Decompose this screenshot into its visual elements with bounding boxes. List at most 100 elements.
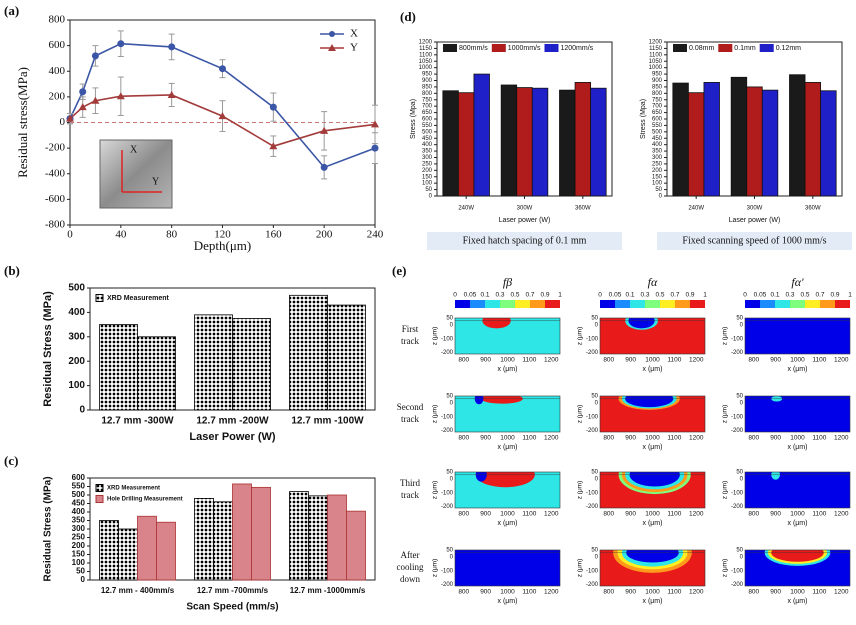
colorbar-tick-label: 0 (453, 292, 457, 299)
x-axis-label: Laser Power (W) (189, 431, 276, 443)
map-frame (599, 317, 706, 355)
bar (118, 528, 138, 581)
sim-map (455, 318, 560, 354)
z-tick-label: -100 (731, 568, 744, 574)
colorbar-segment (690, 300, 705, 308)
x-tick-label: 240 (367, 229, 384, 241)
x-tick-label: 800 (748, 589, 759, 596)
z-tick-label: 50 (736, 470, 743, 476)
marker (66, 114, 74, 122)
legend-swatch (491, 44, 506, 52)
row-label: track (401, 490, 419, 500)
z-tick-label: -100 (441, 568, 454, 574)
map-frame (599, 549, 706, 587)
x-tick-label: 1100 (522, 435, 536, 442)
colorbar-segment (515, 300, 530, 308)
x-axis-label: Laser power (W) (729, 217, 781, 224)
legend-label: 0.08mm (689, 45, 714, 52)
x-axis-label: x (μm) (643, 366, 663, 373)
colorbar-segment (745, 300, 760, 308)
x-axis-label: x (μm) (643, 444, 663, 451)
map-frame (599, 471, 706, 509)
colorbar-tick-label: 0.05 (754, 292, 767, 299)
x-tick-label: 800 (748, 357, 759, 364)
marker (167, 90, 176, 98)
z-tick-label: -100 (586, 490, 599, 496)
z-axis-label: z (μm) (432, 559, 439, 578)
x-axis-label: Depth(μm) (194, 238, 252, 253)
colorbar-tick-label: 1 (848, 292, 852, 299)
caption: Fixed scanning speed of 1000 mm/s (682, 235, 826, 246)
y-tick-label: 1000 (649, 65, 663, 71)
y-tick-label: 650 (422, 110, 433, 116)
y-tick-label: 1050 (649, 59, 663, 65)
x-tick-label: 200 (316, 229, 333, 241)
x-tick-label: 12.7 mm -200W (196, 416, 269, 427)
x-tick-label: 1100 (812, 589, 826, 596)
column-title: fα (648, 275, 658, 289)
y-tick-label: 1100 (419, 52, 433, 58)
z-tick-label: -100 (586, 568, 599, 574)
x-tick-label: 800 (458, 511, 469, 518)
z-tick-label: 50 (736, 548, 743, 554)
marker (371, 120, 379, 128)
y-tick-label: 1050 (419, 59, 433, 65)
y-tick-label: 200 (72, 541, 86, 550)
melt-pool (475, 472, 487, 482)
x-axis-label: x (μm) (643, 520, 663, 527)
y-tick-label: 750 (652, 97, 663, 103)
x-axis-label: x (μm) (788, 520, 808, 527)
x-tick-label: 1200 (544, 589, 559, 596)
map-frame (744, 317, 851, 355)
colorbar-tick-label: 0.05 (609, 292, 622, 299)
y-tick-label: 1100 (649, 52, 663, 58)
y-tick-label: 900 (652, 78, 663, 84)
colorbar-segment (790, 300, 805, 308)
panel-label: (a) (4, 3, 19, 18)
colorbar-tick-label: 0.5 (655, 292, 664, 299)
x-tick-label: 1000 (790, 589, 805, 596)
x-tick-label: 1200 (689, 589, 704, 596)
y-tick-label: -400 (45, 167, 66, 179)
z-tick-label: -100 (731, 490, 744, 496)
x-tick-label: 900 (480, 435, 491, 442)
bar (730, 76, 748, 197)
bar (137, 515, 157, 581)
legend-swatch (544, 44, 559, 52)
marker (269, 142, 278, 150)
y-tick-label: 350 (652, 149, 663, 155)
y-tick-label: 100 (422, 181, 433, 187)
x-tick-label: 800 (748, 511, 759, 518)
bar (531, 87, 549, 197)
sim-map (600, 472, 705, 508)
y-tick-label: 950 (422, 72, 433, 78)
colorbar-segment (615, 300, 630, 308)
y-tick-label: 400 (652, 142, 663, 148)
z-tick-label: -100 (731, 336, 744, 342)
z-tick-label: 0 (450, 323, 454, 329)
sim-map (745, 550, 850, 586)
x-tick-label: 1000 (645, 511, 660, 518)
sim-map (745, 396, 850, 432)
bar (232, 318, 271, 411)
colorbar-tick-label: 0.1 (770, 292, 779, 299)
x-tick-label: 1000 (645, 357, 660, 364)
x-tick-label: 1000 (645, 435, 660, 442)
column-title: fβ (503, 275, 512, 289)
bar (473, 73, 490, 197)
bar (194, 314, 233, 411)
y-tick-label: 600 (49, 39, 66, 51)
bar (232, 483, 252, 581)
marker (371, 144, 379, 152)
y-tick-label: 1200 (649, 40, 663, 46)
x-tick-label: 1100 (667, 511, 681, 518)
x-axis-label: x (μm) (498, 520, 518, 527)
map-frame (454, 395, 561, 433)
x-tick-label: 800 (603, 589, 614, 596)
z-tick-label: 0 (450, 477, 454, 483)
x-axis-label: x (μm) (643, 598, 663, 605)
map-bg (745, 472, 850, 508)
sim-map (600, 318, 705, 354)
map-frame (744, 549, 851, 587)
colorbar-tick-label: 0.7 (670, 292, 679, 299)
